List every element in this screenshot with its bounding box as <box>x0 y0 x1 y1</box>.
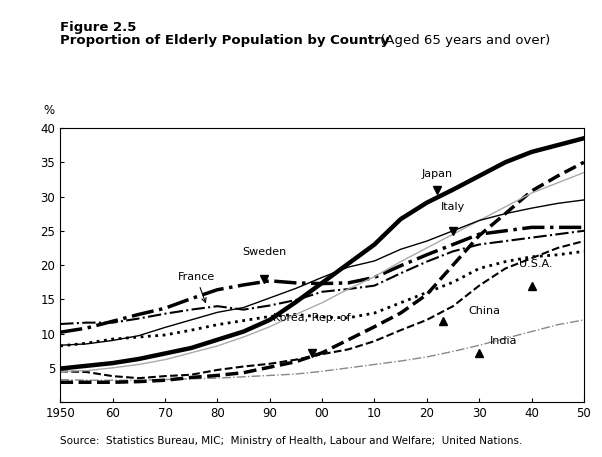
Text: Sweden: Sweden <box>243 247 287 257</box>
Text: France: France <box>178 272 215 303</box>
Text: Japan: Japan <box>422 170 453 180</box>
Text: U.S.A.: U.S.A. <box>519 259 553 269</box>
Text: China: China <box>469 307 501 316</box>
Text: Korea, Rep. of: Korea, Rep. of <box>273 314 350 324</box>
Text: %: % <box>44 104 55 117</box>
Text: Italy: Italy <box>441 202 465 212</box>
Text: India: India <box>489 336 517 346</box>
Text: Figure 2.5: Figure 2.5 <box>60 21 137 33</box>
Text: Proportion of Elderly Population by Country: Proportion of Elderly Population by Coun… <box>60 34 389 47</box>
Text: Source:  Statistics Bureau, MIC;  Ministry of Health, Labour and Welfare;  Unite: Source: Statistics Bureau, MIC; Ministry… <box>60 436 523 446</box>
Text: (Aged 65 years and over): (Aged 65 years and over) <box>376 34 550 47</box>
